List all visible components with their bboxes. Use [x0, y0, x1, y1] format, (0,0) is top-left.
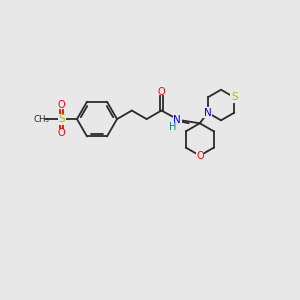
Text: O: O: [196, 151, 204, 161]
Text: N: N: [173, 115, 181, 125]
Text: O: O: [58, 128, 65, 138]
Text: CH₃: CH₃: [34, 115, 50, 124]
Text: O: O: [58, 100, 65, 110]
Text: O: O: [158, 87, 165, 97]
Text: H: H: [169, 122, 177, 132]
Text: S: S: [231, 92, 238, 102]
Text: S: S: [58, 114, 65, 124]
Text: N: N: [204, 108, 212, 118]
